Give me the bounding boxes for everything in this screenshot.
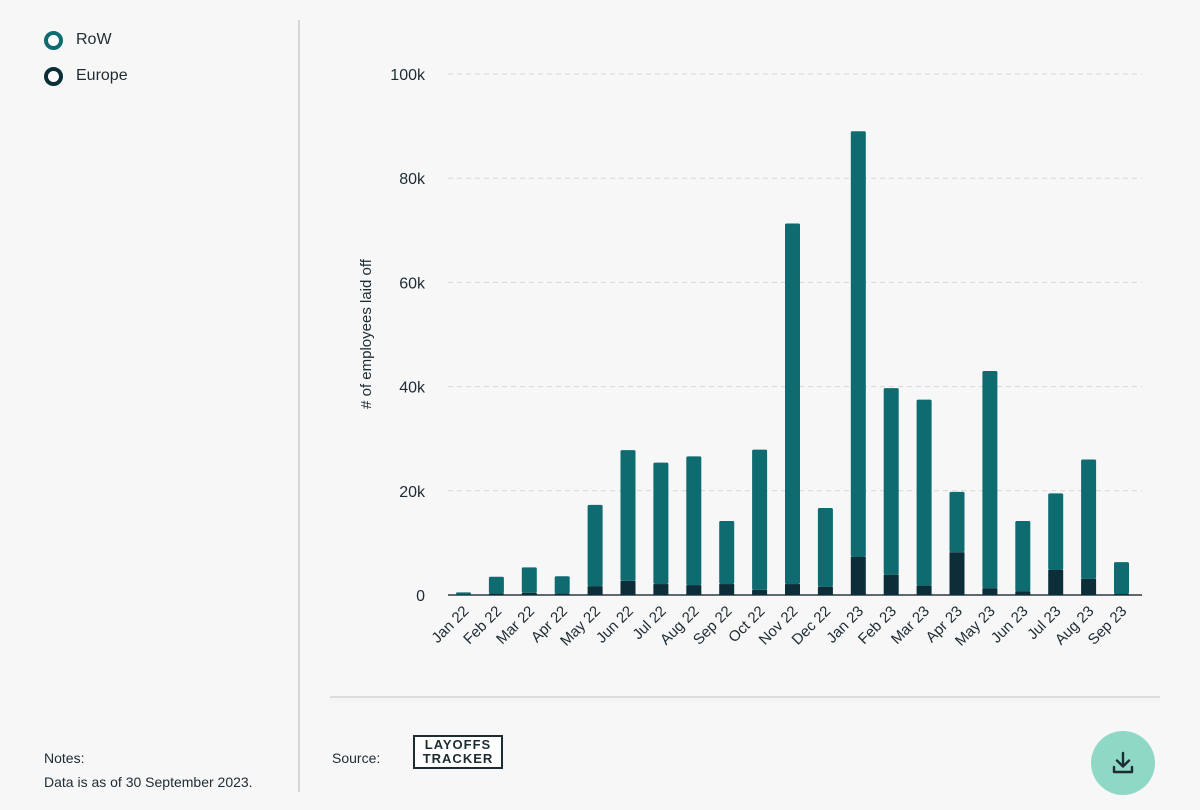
notes-title: Notes: xyxy=(44,750,85,766)
bar-row-14 xyxy=(916,399,932,586)
bar-row-2 xyxy=(521,567,537,593)
bar-row-13 xyxy=(883,388,899,575)
vertical-divider xyxy=(298,20,300,792)
bar-europe-11 xyxy=(817,586,833,595)
bar-row-15 xyxy=(949,491,965,553)
bar-row-11 xyxy=(817,507,833,587)
bar-row-5 xyxy=(620,450,636,581)
bar-europe-9 xyxy=(752,589,768,595)
notes: Notes: Data is as of 30 September 2023. xyxy=(44,746,253,794)
bar-row-18 xyxy=(1048,493,1064,570)
legend-item-europe[interactable]: Europe xyxy=(44,58,128,94)
bar-europe-13 xyxy=(883,574,899,595)
bar-row-3 xyxy=(554,576,570,594)
bar-row-20 xyxy=(1114,562,1129,594)
bar-europe-20 xyxy=(1114,593,1129,595)
bar-row-1 xyxy=(488,576,504,594)
layoffs-tracker-logo[interactable]: LAYOFFS TRACKER xyxy=(413,735,503,769)
bar-row-4 xyxy=(587,504,603,587)
bar-europe-4 xyxy=(587,586,603,595)
bar-row-16 xyxy=(982,370,998,589)
legend-marker-row xyxy=(44,30,63,50)
legend-label-europe: Europe xyxy=(76,67,128,84)
download-button[interactable] xyxy=(1091,731,1155,795)
y-axis-title: # of employees laid off xyxy=(358,258,375,409)
sidebar: RoW Europe Notes: Data is as of 30 Septe… xyxy=(0,0,298,810)
bar-europe-3 xyxy=(554,593,570,595)
bar-row-7 xyxy=(686,456,702,586)
x-tick-label-17: Jun 23 xyxy=(988,603,1032,647)
logo-line-1: LAYOFFS xyxy=(424,737,492,752)
bar-europe-17 xyxy=(1015,591,1031,595)
bar-row-9 xyxy=(752,449,768,590)
bar-europe-2 xyxy=(521,592,537,595)
footer-divider xyxy=(330,696,1160,698)
bar-europe-10 xyxy=(785,584,800,595)
bar-row-6 xyxy=(653,462,669,585)
y-tick-label-3: 60k xyxy=(399,275,426,292)
bar-europe-7 xyxy=(686,585,702,595)
legend-marker-europe xyxy=(44,66,63,86)
bar-row-8 xyxy=(719,521,735,585)
bar-europe-14 xyxy=(916,585,932,595)
bar-europe-6 xyxy=(653,584,669,595)
legend-item-row[interactable]: RoW xyxy=(44,22,128,58)
y-tick-label-1: 20k xyxy=(399,484,426,501)
bar-europe-19 xyxy=(1081,578,1097,595)
bar-row-19 xyxy=(1081,459,1097,579)
bar-europe-1 xyxy=(488,593,504,595)
logo-line-2: TRACKER xyxy=(422,751,494,766)
chart-area: 0 20k 40k 60k 80k 100k # of employees laid off… xyxy=(300,0,1200,700)
notes-text: Data is as of 30 September 2023. xyxy=(44,774,253,790)
download-icon xyxy=(1112,751,1134,774)
bar-europe-5 xyxy=(620,580,636,595)
bar-row-0 xyxy=(456,592,471,595)
y-tick-label-5: 100k xyxy=(390,67,426,84)
bar-row-17 xyxy=(1015,521,1031,592)
bar-europe-16 xyxy=(982,588,998,595)
y-tick-label-0: 0 xyxy=(416,588,425,605)
bar-row-10 xyxy=(785,223,800,585)
y-tick-label-2: 40k xyxy=(399,380,426,397)
y-tick-label-4: 80k xyxy=(399,171,426,188)
bar-europe-8 xyxy=(719,584,735,595)
legend: RoW Europe xyxy=(44,22,128,94)
bar-europe-0 xyxy=(456,594,471,595)
x-tick-label-5: Jun 22 xyxy=(593,603,637,647)
bar-europe-15 xyxy=(949,552,965,595)
bar-row-12 xyxy=(850,131,866,557)
bar-europe-18 xyxy=(1048,569,1064,595)
bar-europe-12 xyxy=(850,556,866,595)
legend-label-row: RoW xyxy=(76,31,112,48)
source-label: Source: xyxy=(332,750,381,766)
bar-chart: 0 20k 40k 60k 80k 100k # of employees laid off… xyxy=(358,67,1142,650)
